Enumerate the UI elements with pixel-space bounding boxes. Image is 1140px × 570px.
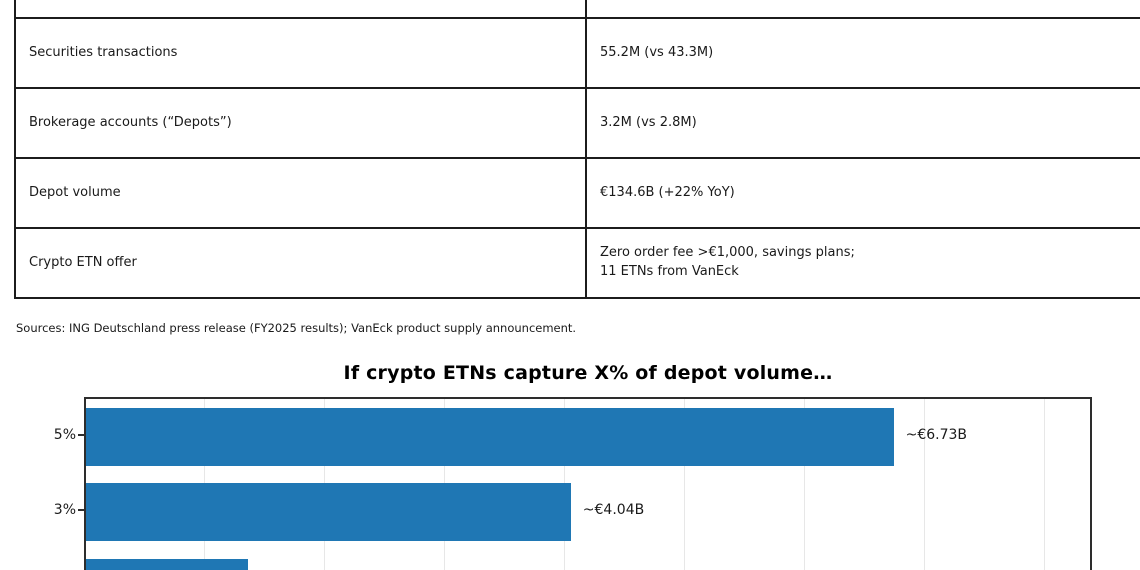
depot-volume-chart: If crypto ETNs capture X% of depot volum… [0,360,1140,570]
metrics-table: Securities transactions 55.2M (vs 43.3M)… [14,0,1140,299]
table-cell-label: Depot volume [14,157,587,229]
table-cell-value: Zero order fee >€1,000, savings plans; 1… [585,227,1140,299]
chart-title: If crypto ETNs capture X% of depot volum… [343,362,833,384]
table-row [14,0,1140,19]
table-cell-label: Securities transactions [14,17,587,89]
x-gridline [684,399,685,570]
table-row: Brokerage accounts (“Depots”) 3.2M (vs 2… [14,87,1140,159]
y-tick-mark [78,433,84,436]
y-tick-label: 5% [53,426,76,443]
table-cell-value [585,0,1140,19]
x-gridline [924,399,925,570]
table-row: Crypto ETN offer Zero order fee >€1,000,… [14,227,1140,299]
bar-1% [86,558,248,570]
table-cell-value: 3.2M (vs 2.8M) [585,87,1140,159]
sources-note: Sources: ING Deutschland press release (… [16,321,577,335]
chart-plot-area [84,397,1092,570]
bar-value-label: ~€4.04B [582,502,645,518]
y-tick-label: 3% [53,502,76,518]
bar-5% [86,407,894,466]
table-cell-label: Brokerage accounts (“Depots”) [14,87,587,159]
table-cell-value: €134.6B (+22% YoY) [585,157,1140,229]
bar-3% [86,483,571,541]
table-cell-value: 55.2M (vs 43.3M) [585,17,1140,89]
x-gridline [1044,399,1045,570]
table-cell-label [14,0,587,19]
table-row: Depot volume €134.6B (+22% YoY) [14,157,1140,229]
x-gridline [804,399,805,570]
table-row: Securities transactions 55.2M (vs 43.3M) [14,17,1140,89]
table-cell-label: Crypto ETN offer [14,227,587,299]
bar-value-label: ~€6.73B [905,426,968,443]
y-tick-mark [78,509,84,511]
